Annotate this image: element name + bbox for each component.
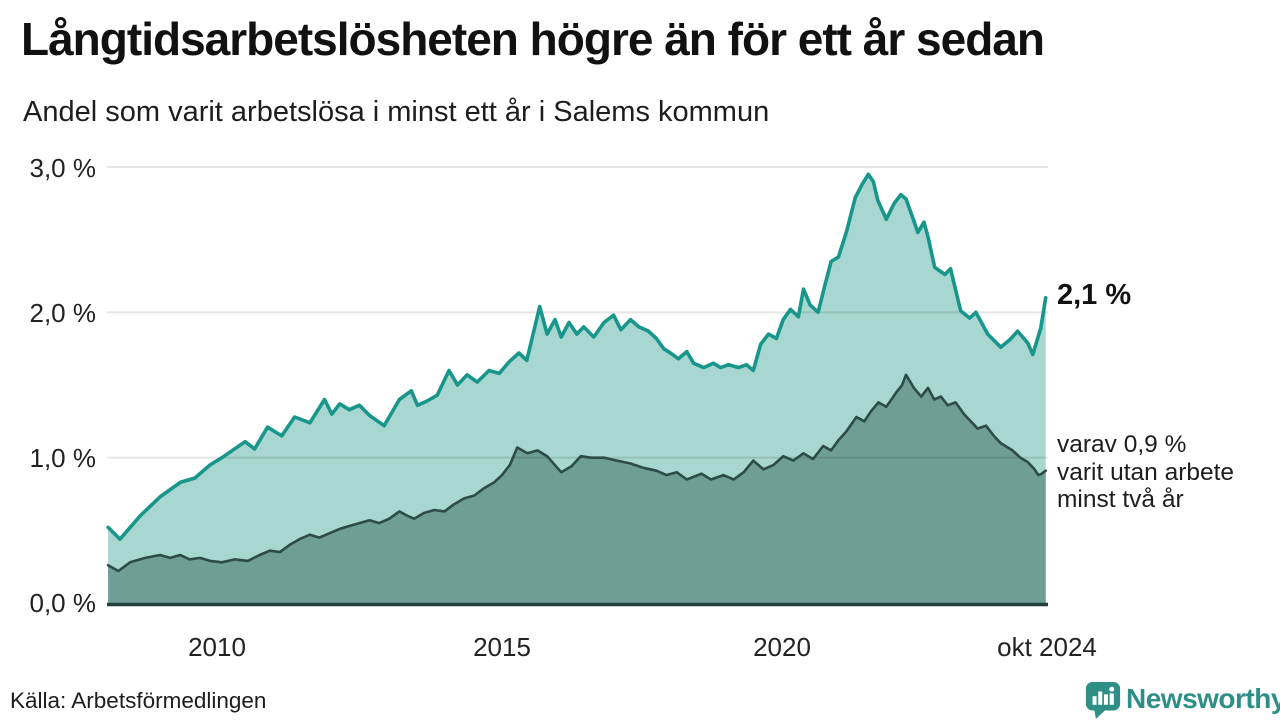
chart-subtitle: Andel som varit arbetslösa i minst ett å…	[23, 96, 770, 128]
x-tick-2010: 2010	[188, 632, 246, 662]
y-tick-2: 2,0 %	[29, 298, 97, 328]
x-tick-2015: 2015	[473, 632, 531, 662]
chart-title: Långtidsarbetslösheten högre än för ett …	[21, 13, 1045, 65]
two-year-series-end-label: varav 0,9 % varit utan arbete minst två …	[1057, 431, 1234, 514]
source-attribution: Källa: Arbetsförmedlingen	[10, 688, 267, 713]
two-year-series-line	[106, 373, 1047, 573]
two-year-label-line-3: minst två år	[1057, 486, 1184, 513]
two-year-label-line-1: varav 0,9 %	[1057, 431, 1187, 458]
two-year-series-area	[108, 374, 1046, 603]
y-tick-1: 1,0 %	[29, 443, 97, 473]
two-year-label-line-2: varit utan arbete	[1057, 458, 1235, 486]
x-tick-okt-2024: okt 2024	[997, 632, 1097, 662]
y-tick-0: 0,0 %	[29, 588, 97, 618]
newsworthy-logo-icon	[1085, 681, 1121, 720]
total-series-end-value-label: 2,1 %	[1057, 279, 1132, 311]
newsworthy-brand-name: Newsworthy	[1126, 683, 1280, 714]
total-series-line	[106, 172, 1048, 541]
y-tick-3: 3,0 %	[29, 153, 97, 183]
x-tick-2020: 2020	[753, 632, 811, 662]
